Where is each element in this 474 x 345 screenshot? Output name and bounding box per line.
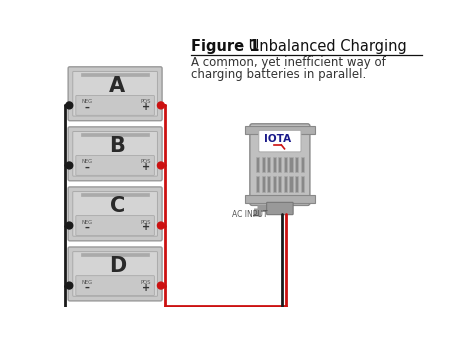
Bar (273, 176, 276, 191)
FancyBboxPatch shape (68, 247, 162, 301)
FancyBboxPatch shape (250, 124, 310, 205)
Bar (245, 195, 315, 203)
Text: NEG: NEG (82, 219, 93, 225)
Circle shape (157, 162, 164, 169)
Bar (262, 157, 265, 172)
Bar (290, 176, 292, 191)
Text: AC INPUT: AC INPUT (232, 210, 267, 219)
FancyBboxPatch shape (73, 71, 157, 116)
Text: IOTA: IOTA (264, 134, 291, 144)
Bar (267, 176, 270, 191)
Bar (295, 157, 298, 172)
FancyBboxPatch shape (68, 127, 162, 181)
FancyBboxPatch shape (68, 187, 162, 241)
Text: A common, yet inefficient way of: A common, yet inefficient way of (191, 56, 386, 69)
FancyBboxPatch shape (267, 202, 293, 215)
Text: +: + (142, 162, 150, 172)
FancyBboxPatch shape (73, 252, 157, 296)
Bar (81, 133, 149, 136)
Bar (256, 157, 259, 172)
Bar (278, 176, 282, 191)
Text: NEG: NEG (82, 99, 93, 105)
Text: –: – (85, 162, 90, 172)
Text: NEG: NEG (82, 279, 93, 285)
Bar (284, 176, 287, 191)
Bar (81, 193, 149, 196)
Text: –: – (85, 102, 90, 112)
Circle shape (66, 282, 73, 289)
Bar (301, 157, 304, 172)
Text: NEG: NEG (82, 159, 93, 165)
Text: +: + (142, 283, 150, 293)
Bar (284, 157, 287, 172)
Text: C: C (110, 196, 125, 216)
FancyBboxPatch shape (73, 191, 157, 236)
Bar (81, 73, 149, 76)
Text: charging batteries in parallel.: charging batteries in parallel. (191, 68, 366, 81)
Text: +: + (142, 102, 150, 112)
Bar (295, 176, 298, 191)
FancyBboxPatch shape (73, 131, 157, 176)
Text: –: – (85, 283, 90, 293)
FancyBboxPatch shape (76, 216, 155, 235)
FancyBboxPatch shape (68, 67, 162, 121)
Text: B: B (109, 136, 125, 156)
Text: - Unbalanced Charging: - Unbalanced Charging (234, 39, 406, 53)
FancyBboxPatch shape (76, 276, 155, 296)
FancyBboxPatch shape (259, 130, 301, 152)
Circle shape (66, 162, 73, 169)
Text: POS: POS (141, 279, 151, 285)
Text: A: A (109, 76, 126, 96)
Bar (262, 176, 265, 191)
FancyBboxPatch shape (76, 96, 155, 115)
Text: Figure 1: Figure 1 (191, 39, 260, 53)
Text: +: + (142, 223, 150, 233)
Bar (273, 157, 276, 172)
Circle shape (157, 102, 164, 109)
FancyBboxPatch shape (76, 156, 155, 175)
Text: POS: POS (141, 159, 151, 165)
Bar (301, 176, 304, 191)
Text: POS: POS (141, 219, 151, 225)
Bar (245, 126, 315, 134)
Bar (290, 157, 292, 172)
Circle shape (66, 102, 73, 109)
Bar (256, 176, 259, 191)
Circle shape (157, 282, 164, 289)
Text: D: D (109, 256, 126, 276)
Circle shape (157, 222, 164, 229)
Bar (81, 253, 149, 256)
Text: POS: POS (141, 99, 151, 105)
Bar (278, 157, 282, 172)
Text: –: – (85, 223, 90, 233)
Circle shape (66, 222, 73, 229)
Bar (267, 157, 270, 172)
